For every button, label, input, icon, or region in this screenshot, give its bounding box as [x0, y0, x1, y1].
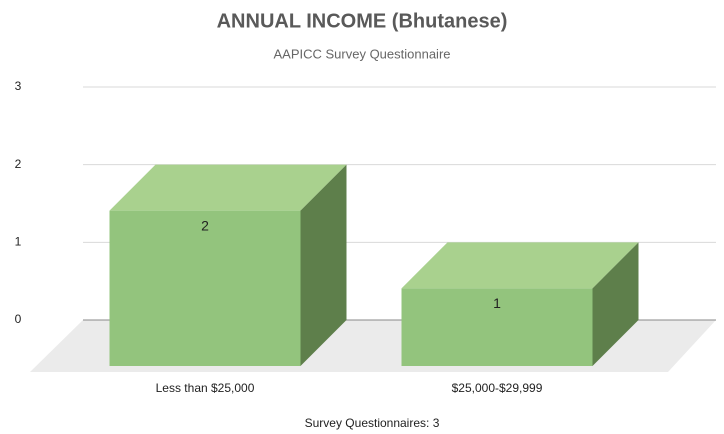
bar-side — [300, 164, 347, 366]
y-tick-label: 0 — [15, 312, 22, 326]
data-label: 2 — [201, 217, 209, 233]
bar-front — [109, 210, 301, 366]
bar — [401, 242, 639, 366]
y-tick-label: 1 — [15, 235, 22, 249]
x-tick-label: Less than $25,000 — [156, 381, 255, 395]
bar-top — [109, 164, 347, 211]
data-label: 1 — [493, 295, 501, 311]
bar-top — [401, 242, 639, 289]
x-tick-label: $25,000-$29,999 — [452, 381, 543, 395]
y-tick-label: 3 — [15, 79, 22, 93]
y-tick-label: 2 — [15, 157, 22, 171]
x-axis-label: Survey Questionnaires: 3 — [305, 416, 440, 430]
bar-side — [592, 242, 639, 366]
chart-subtitle: AAPICC Survey Questionnaire — [273, 46, 450, 61]
bar-front — [401, 288, 593, 366]
chart-title: ANNUAL INCOME (Bhutanese) — [217, 10, 508, 32]
bar — [109, 164, 347, 366]
